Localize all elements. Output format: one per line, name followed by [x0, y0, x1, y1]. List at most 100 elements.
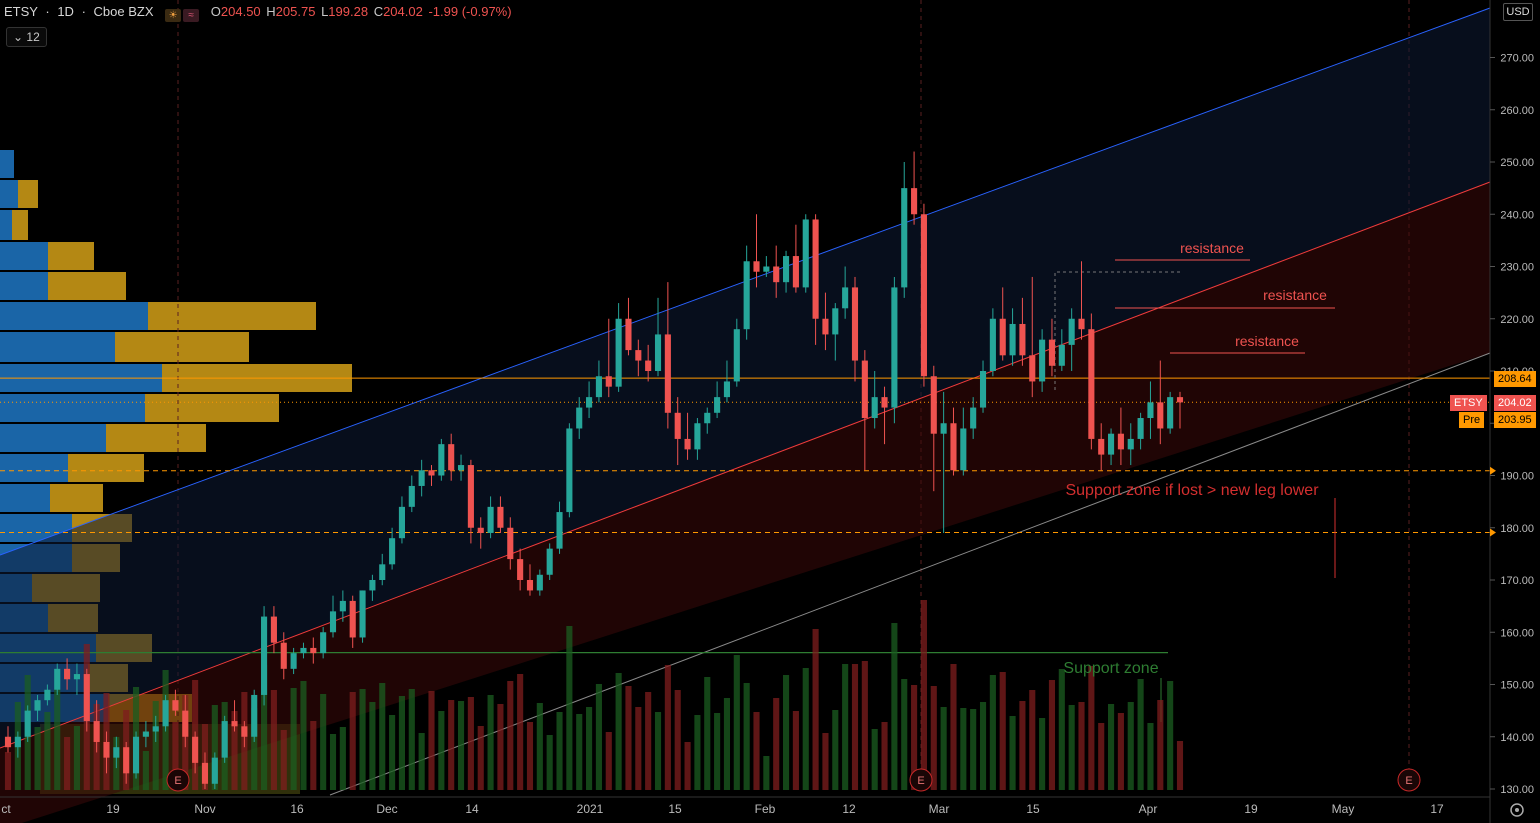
volume-bar — [970, 709, 977, 790]
candle-body — [615, 318, 622, 387]
lower-trend-line — [329, 352, 1491, 796]
volume-bar — [54, 689, 61, 790]
volume-bar — [1117, 713, 1124, 790]
volume-bar — [359, 689, 366, 790]
candle-body — [743, 261, 750, 330]
volume-bar — [704, 677, 711, 790]
settings-gear-icon[interactable] — [1510, 803, 1524, 817]
volume-bar — [586, 707, 593, 790]
market-hours-icon[interactable]: ☀ — [165, 9, 182, 22]
earnings-marker-3[interactable]: E — [1397, 768, 1421, 792]
volume-bar — [526, 722, 534, 790]
volume-profile-down — [115, 332, 249, 362]
candle-body — [320, 632, 327, 654]
candle-body — [1147, 402, 1154, 419]
candle-body — [329, 611, 337, 633]
candle-body — [1098, 438, 1105, 455]
candle-body — [832, 308, 839, 335]
indicator-toggle[interactable]: ⌄ 12 — [6, 27, 47, 47]
candle-body — [103, 741, 110, 758]
candle-body — [792, 256, 799, 288]
volume-bar — [714, 713, 721, 790]
volume-bar — [861, 661, 868, 790]
candle-body — [1048, 339, 1056, 366]
volume-bar — [1078, 702, 1085, 790]
candle-body — [1108, 433, 1115, 455]
candle-body — [192, 736, 199, 763]
volume-bar — [438, 711, 445, 790]
volume-bars — [4, 600, 1184, 790]
data-stream-icon[interactable]: ≈ — [183, 9, 200, 22]
volume-bar — [635, 707, 642, 790]
volume-bar — [773, 698, 780, 790]
candle-body — [723, 381, 731, 398]
x-tick-label: 14 — [465, 802, 479, 816]
volume-profile-up — [0, 272, 48, 300]
candle-body — [132, 736, 140, 774]
volume-bar — [881, 722, 888, 790]
x-tick-label: 19 — [106, 802, 120, 816]
candle-body — [398, 506, 406, 539]
volume-profile-up — [0, 242, 48, 270]
volume-bar — [1088, 666, 1095, 790]
candle-body — [270, 616, 277, 643]
symbol[interactable]: ETSY — [4, 4, 38, 19]
x-tick-label: Apr — [1139, 802, 1158, 816]
volume-profile-up — [0, 302, 148, 330]
candle-body — [172, 700, 179, 711]
interval[interactable]: 1D — [57, 4, 74, 19]
volume-bar — [142, 751, 149, 790]
volume-bar — [477, 726, 484, 790]
volume-bar — [1176, 741, 1184, 790]
candle-body — [339, 600, 346, 612]
earnings-marker-2[interactable]: E — [909, 768, 933, 792]
candle-body — [753, 261, 760, 272]
volume-bar — [556, 712, 563, 790]
volume-bar — [1098, 723, 1105, 790]
volume-bar — [1127, 702, 1134, 790]
change-value: -1.99 (-0.97%) — [428, 4, 512, 19]
x-tick-label: May — [1332, 802, 1355, 816]
candle-body — [654, 334, 662, 371]
volume-bar — [231, 711, 238, 790]
volume-bar — [1029, 690, 1036, 790]
volume-profile-up — [0, 180, 18, 208]
candle-body — [1137, 418, 1144, 439]
y-tick-label: 170.00 — [1500, 575, 1534, 587]
pre-label-tag: Pre — [1459, 412, 1485, 428]
candle-body — [940, 423, 947, 434]
candle-body — [871, 397, 878, 419]
volume-bar — [1009, 716, 1016, 790]
volume-bar — [812, 629, 819, 790]
candle-body — [989, 318, 996, 371]
candle-body — [507, 527, 514, 560]
volume-profile-up — [0, 210, 12, 240]
trend-drawings — [0, 7, 1491, 823]
candle-body — [300, 647, 307, 654]
volume-bar — [329, 734, 337, 790]
volume-bar — [595, 684, 602, 790]
volume-profile-up — [0, 484, 50, 512]
volume-bar — [536, 703, 543, 790]
candle-body — [861, 360, 868, 419]
candle-body — [428, 470, 435, 476]
y-tick-label: 270.00 — [1500, 53, 1534, 65]
resistance-label-2: resistance — [1263, 287, 1327, 303]
earnings-marker-1[interactable]: E — [166, 768, 190, 792]
candle-body — [625, 318, 632, 351]
candle-body — [438, 444, 445, 476]
volume-bar — [979, 702, 987, 790]
volume-bar — [674, 690, 681, 790]
volume-bar — [920, 600, 927, 790]
candle-body — [763, 266, 770, 272]
candle-body — [586, 397, 593, 408]
candle-body — [113, 747, 120, 758]
volume-bar — [398, 696, 406, 790]
volume-bar — [379, 683, 386, 790]
currency-button[interactable]: USD — [1503, 3, 1533, 21]
x-tick-label: 2021 — [577, 802, 604, 816]
volume-bar — [64, 737, 71, 790]
volume-bar — [851, 664, 859, 790]
candle-body — [1058, 344, 1065, 366]
